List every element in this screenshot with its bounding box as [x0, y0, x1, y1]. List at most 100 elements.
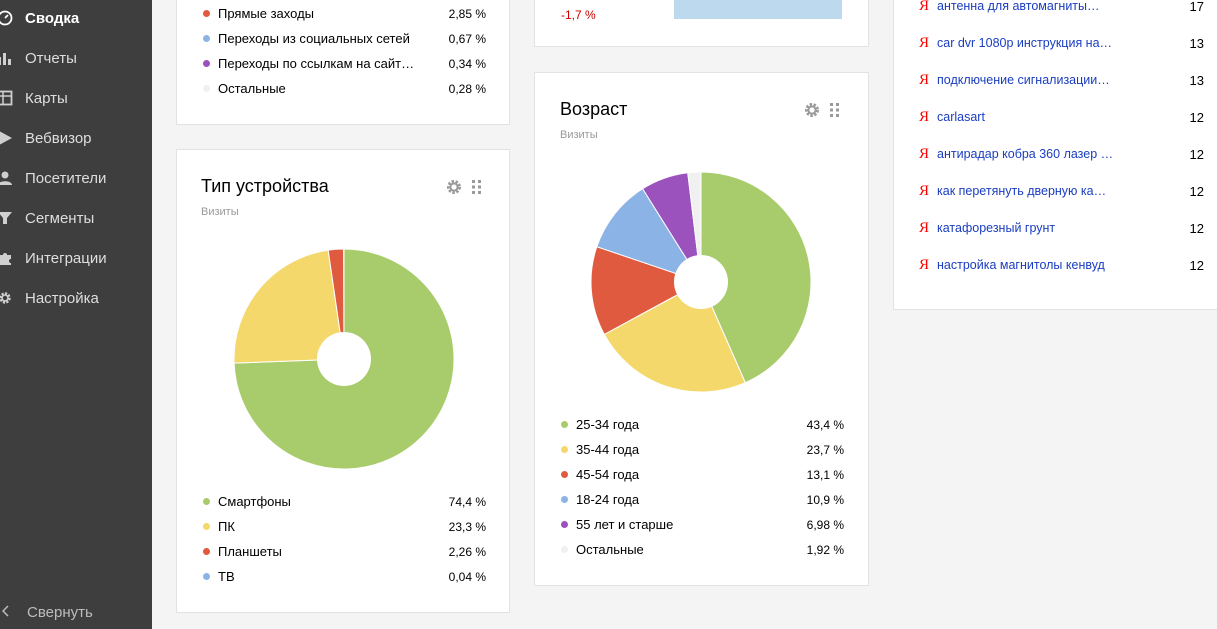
legend-label: 55 лет и старше	[576, 517, 674, 532]
collapse-label: Свернуть	[27, 603, 93, 621]
sidebar-item-label: Настройка	[25, 289, 99, 307]
yandex-logo-icon: Я	[919, 0, 930, 14]
phrase-link[interactable]: настройка магнитолы кенвуд	[937, 258, 1105, 272]
yandex-logo-icon: Я	[919, 34, 930, 51]
legend-label: 18-24 года	[576, 492, 640, 507]
phrase-row[interactable]: Я подключение сигнализации… 13	[919, 71, 1204, 89]
phrase-row[interactable]: Я как перетянуть дверную ка… 12	[919, 182, 1204, 200]
pie-slice-2[interactable]	[590, 246, 703, 336]
legend-value: 43,4 %	[806, 417, 844, 432]
puzzle-icon	[0, 249, 14, 267]
legend-row: Переходы из социальных сетей 0,67 %	[203, 31, 486, 46]
card-title: Тип устройства	[201, 176, 329, 196]
pie-slice-5[interactable]	[687, 171, 702, 283]
legend-label: 35-44 года	[576, 442, 640, 457]
legend-row: ТВ 0,04 %	[203, 569, 486, 584]
legend-value: 0,34 %	[448, 56, 486, 71]
legend-row: Остальные 0,28 %	[203, 81, 486, 96]
gear-icon	[0, 289, 14, 307]
legend-label: Остальные	[218, 81, 286, 96]
sidebar-item-label: Карты	[25, 89, 68, 107]
legend-dot	[203, 523, 210, 530]
legend-dot	[561, 496, 568, 503]
phrase-count: 12	[1189, 146, 1204, 162]
legend-row: ПК 23,3 %	[203, 519, 486, 534]
legend-dot	[203, 498, 210, 505]
phrase-count: 13	[1189, 72, 1204, 88]
legend-value: 23,3 %	[448, 519, 486, 534]
bar-chart-icon	[0, 49, 14, 67]
sidebar: Сводка Отчеты Карты Вебвизор Посетители …	[0, 0, 152, 629]
device-type-card: Тип устройства Визиты Смартфоны 74,4 % П…	[176, 149, 510, 613]
sidebar-item-label: Интеграции	[25, 249, 107, 267]
search-phrases-card	[893, 0, 1217, 310]
phrase-link[interactable]: катафорезный грунт	[937, 221, 1056, 235]
sidebar-item-settings[interactable]: Настройка	[0, 278, 152, 318]
phrase-row[interactable]: Я carlasart 12	[919, 108, 1204, 126]
legend-dot	[203, 10, 210, 17]
legend-label: Смартфоны	[218, 494, 291, 509]
gauge-icon	[0, 9, 14, 27]
pie-slice-0[interactable]	[700, 171, 812, 384]
legend-dot	[203, 60, 210, 67]
sidebar-item-maps[interactable]: Карты	[0, 78, 152, 118]
legend-value: 23,7 %	[806, 442, 844, 457]
map-icon	[0, 89, 14, 107]
legend-row: 35-44 года 23,7 %	[561, 442, 844, 457]
phrase-count: 12	[1189, 109, 1204, 125]
legend-dot	[561, 446, 568, 453]
sidebar-item-label: Сегменты	[25, 209, 95, 227]
legend-value: 2,85 %	[448, 6, 486, 21]
sidebar-item-summary[interactable]: Сводка	[0, 0, 152, 38]
legend-dot	[203, 573, 210, 580]
card-title: Возраст	[560, 99, 628, 119]
phrase-row[interactable]: Я антенна для автомагниты… 17	[919, 0, 1204, 15]
sidebar-item-label: Сводка	[25, 9, 80, 27]
traffic-sources-card: Прямые заходы 2,85 % Переходы из социаль…	[176, 0, 510, 125]
sidebar-item-reports[interactable]: Отчеты	[0, 38, 152, 78]
sidebar-item-visitors[interactable]: Посетители	[0, 158, 152, 198]
pie-slice-1[interactable]	[603, 281, 746, 393]
legend-value: 0,04 %	[448, 569, 486, 584]
legend-value: 1,92 %	[806, 542, 844, 557]
legend-row: Смартфоны 74,4 %	[203, 494, 486, 509]
phrase-row[interactable]: Я car dvr 1080p инструкция на… 13	[919, 34, 1204, 52]
phrase-link[interactable]: как перетянуть дверную ка…	[937, 184, 1107, 198]
drag-handle-icon[interactable]	[471, 179, 483, 200]
phrase-row[interactable]: Я катафорезный грунт 12	[919, 219, 1204, 237]
funnel-icon	[0, 209, 14, 227]
phrase-link[interactable]: carlasart	[937, 110, 985, 124]
collapse-sidebar-button[interactable]: Свернуть	[0, 600, 93, 624]
card-subtitle: Визиты	[201, 206, 239, 218]
phrase-link[interactable]: подключение сигнализации…	[937, 73, 1110, 87]
legend-label: Переходы по ссылкам на сайт…	[218, 56, 415, 71]
gear-icon[interactable]	[445, 178, 463, 201]
gear-icon[interactable]	[803, 101, 821, 124]
device-pie-chart	[233, 248, 455, 470]
yandex-logo-icon: Я	[919, 219, 930, 236]
yandex-logo-icon: Я	[919, 71, 930, 88]
donut-hole	[674, 255, 728, 309]
phrase-link[interactable]: car dvr 1080p инструкция на…	[937, 36, 1113, 50]
phrase-count: 12	[1189, 257, 1204, 273]
drag-handle-icon[interactable]	[829, 102, 841, 123]
card-tools	[803, 101, 841, 124]
phrase-row[interactable]: Я настройка магнитолы кенвуд 12	[919, 256, 1204, 274]
sidebar-item-integrations[interactable]: Интеграции	[0, 238, 152, 278]
pie-slice-3[interactable]	[596, 188, 703, 283]
sidebar-item-segments[interactable]: Сегменты	[0, 198, 152, 238]
sidebar-item-webvisor[interactable]: Вебвизор	[0, 118, 152, 158]
card-subtitle: Визиты	[560, 129, 598, 141]
legend-row: 45-54 года 13,1 %	[561, 467, 844, 482]
pie-slice-1[interactable]	[233, 249, 345, 364]
yandex-logo-icon: Я	[919, 256, 930, 273]
yandex-logo-icon: Я	[919, 182, 930, 199]
phrase-row[interactable]: Я антирадар кобра 360 лазер … 12	[919, 145, 1204, 163]
legend-label: Остальные	[576, 542, 644, 557]
phrase-link[interactable]: антенна для автомагниты…	[937, 0, 1100, 13]
sidebar-item-label: Посетители	[25, 169, 107, 187]
phrase-link[interactable]: антирадар кобра 360 лазер …	[937, 147, 1114, 161]
comparison-bar	[674, 0, 842, 19]
legend-dot	[203, 35, 210, 42]
legend-row: Прямые заходы 2,85 %	[203, 6, 486, 21]
